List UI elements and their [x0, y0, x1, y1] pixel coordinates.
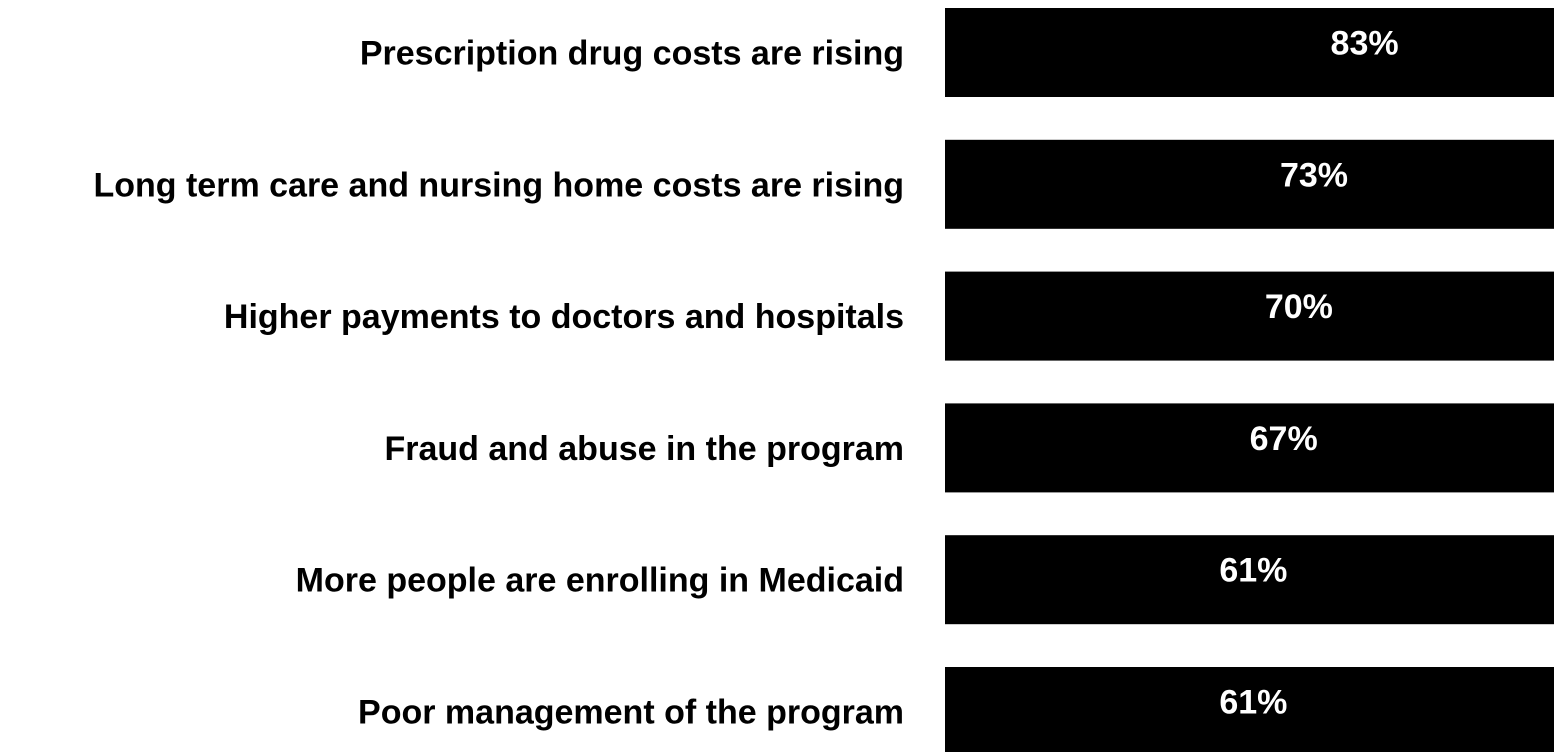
category-label: Long term care and nursing home costs ar…	[93, 166, 904, 204]
bar-value-label: 67%	[1250, 420, 1318, 458]
bar	[945, 403, 1554, 493]
value-labels: 83% 73% 70% 67% 61% 61%	[1219, 25, 1398, 722]
bar	[945, 271, 1554, 361]
bar-value-label: 61%	[1219, 684, 1287, 722]
category-label: Prescription drug costs are rising	[360, 35, 904, 73]
bar-value-label: 83%	[1331, 25, 1399, 63]
category-labels: Prescription drug costs are rising Long t…	[93, 35, 904, 732]
category-label: More people are enrolling in Medicaid	[296, 562, 904, 600]
bar	[945, 667, 1554, 752]
bar	[945, 8, 1554, 97]
category-label: Poor management of the program	[358, 694, 904, 732]
category-label: Fraud and abuse in the program	[384, 430, 904, 468]
bar-value-label: 61%	[1219, 552, 1287, 590]
bar-value-label: 73%	[1280, 156, 1348, 194]
bar-value-label: 70%	[1265, 288, 1333, 326]
category-label: Higher payments to doctors and hospitals	[224, 298, 904, 336]
bar	[945, 535, 1554, 625]
bar	[945, 139, 1554, 229]
bars	[945, 8, 1554, 752]
